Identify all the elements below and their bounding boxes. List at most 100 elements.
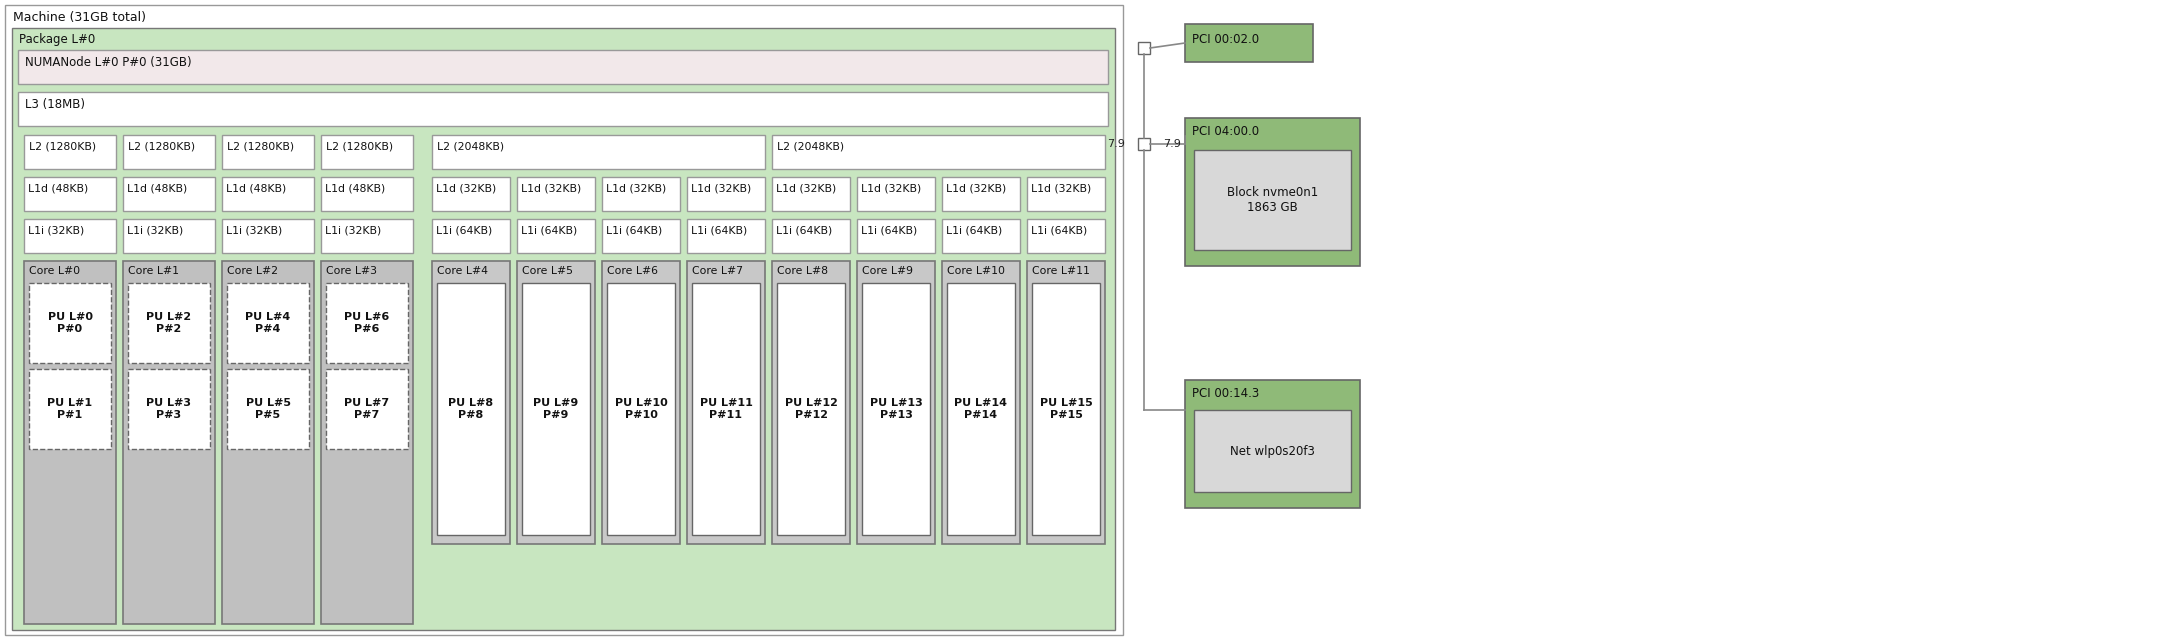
Text: Core L#11: Core L#11 bbox=[1033, 266, 1089, 276]
Text: L2 (2048KB): L2 (2048KB) bbox=[437, 141, 504, 151]
Text: L1i (32KB): L1i (32KB) bbox=[127, 225, 183, 235]
Text: NUMANode L#0 P#0 (31GB): NUMANode L#0 P#0 (31GB) bbox=[24, 56, 192, 69]
Bar bbox=[223, 135, 314, 169]
Text: L1d (32KB): L1d (32KB) bbox=[692, 183, 751, 193]
Text: L1d (32KB): L1d (32KB) bbox=[860, 183, 921, 193]
Text: Core L#5: Core L#5 bbox=[522, 266, 572, 276]
Bar bbox=[321, 261, 413, 624]
Bar bbox=[862, 283, 930, 535]
Text: Core L#2: Core L#2 bbox=[227, 266, 277, 276]
Bar bbox=[122, 177, 214, 211]
Bar bbox=[1033, 283, 1100, 535]
Bar bbox=[325, 369, 408, 449]
Text: PCI 04:00.0: PCI 04:00.0 bbox=[1192, 125, 1260, 138]
Bar bbox=[773, 135, 1105, 169]
Text: L1i (64KB): L1i (64KB) bbox=[860, 225, 917, 235]
Text: L1d (32KB): L1d (32KB) bbox=[607, 183, 666, 193]
Bar bbox=[223, 219, 314, 253]
Text: Core L#8: Core L#8 bbox=[777, 266, 827, 276]
Text: L1i (64KB): L1i (64KB) bbox=[1030, 225, 1087, 235]
Bar bbox=[223, 261, 314, 624]
Bar bbox=[432, 135, 764, 169]
Bar bbox=[1137, 42, 1150, 54]
Bar bbox=[321, 135, 413, 169]
Bar bbox=[129, 369, 210, 449]
Text: L1i (64KB): L1i (64KB) bbox=[437, 225, 491, 235]
Bar bbox=[1185, 118, 1360, 266]
Text: PU L#0
P#0: PU L#0 P#0 bbox=[48, 312, 92, 334]
Bar bbox=[1026, 261, 1105, 544]
Text: PU L#8
P#8: PU L#8 P#8 bbox=[448, 398, 493, 420]
Text: Core L#1: Core L#1 bbox=[129, 266, 179, 276]
Bar bbox=[603, 177, 679, 211]
Bar bbox=[4, 5, 1122, 635]
Bar bbox=[517, 219, 596, 253]
Text: 7.9: 7.9 bbox=[1164, 139, 1181, 149]
Text: L1i (32KB): L1i (32KB) bbox=[227, 225, 282, 235]
Text: L1i (64KB): L1i (64KB) bbox=[692, 225, 747, 235]
Text: PU L#12
P#12: PU L#12 P#12 bbox=[784, 398, 838, 420]
Bar bbox=[17, 92, 1109, 126]
Bar bbox=[24, 261, 116, 624]
Bar bbox=[24, 177, 116, 211]
Text: PU L#5
P#5: PU L#5 P#5 bbox=[244, 398, 290, 420]
Bar bbox=[943, 219, 1019, 253]
Text: L1d (32KB): L1d (32KB) bbox=[522, 183, 581, 193]
Bar bbox=[325, 283, 408, 363]
Text: Core L#3: Core L#3 bbox=[325, 266, 378, 276]
Bar bbox=[603, 261, 679, 544]
Bar bbox=[227, 283, 310, 363]
Text: L1d (48KB): L1d (48KB) bbox=[325, 183, 384, 193]
Text: Core L#9: Core L#9 bbox=[862, 266, 912, 276]
Text: PU L#4
P#4: PU L#4 P#4 bbox=[244, 312, 290, 334]
Bar bbox=[517, 177, 596, 211]
Text: L2 (1280KB): L2 (1280KB) bbox=[227, 141, 295, 151]
Text: L1d (48KB): L1d (48KB) bbox=[28, 183, 87, 193]
Bar bbox=[607, 283, 675, 535]
Text: L1i (64KB): L1i (64KB) bbox=[945, 225, 1002, 235]
Text: PU L#11
P#11: PU L#11 P#11 bbox=[699, 398, 753, 420]
Text: PU L#9
P#9: PU L#9 P#9 bbox=[533, 398, 578, 420]
Bar bbox=[603, 219, 679, 253]
Bar bbox=[517, 261, 596, 544]
Bar bbox=[11, 28, 1116, 630]
Text: Core L#0: Core L#0 bbox=[28, 266, 81, 276]
Text: Core L#6: Core L#6 bbox=[607, 266, 657, 276]
Text: PU L#7
P#7: PU L#7 P#7 bbox=[345, 398, 389, 420]
Text: PU L#14
P#14: PU L#14 P#14 bbox=[954, 398, 1009, 420]
Bar bbox=[432, 177, 511, 211]
Bar bbox=[24, 135, 116, 169]
Bar bbox=[1194, 410, 1351, 492]
Text: L1i (32KB): L1i (32KB) bbox=[28, 225, 85, 235]
Text: L1d (32KB): L1d (32KB) bbox=[437, 183, 496, 193]
Text: Core L#4: Core L#4 bbox=[437, 266, 489, 276]
Bar bbox=[943, 177, 1019, 211]
Bar bbox=[122, 261, 214, 624]
Bar bbox=[858, 261, 934, 544]
Bar bbox=[773, 219, 849, 253]
Bar bbox=[227, 369, 310, 449]
Text: L2 (2048KB): L2 (2048KB) bbox=[777, 141, 845, 151]
Bar bbox=[17, 50, 1109, 84]
Bar bbox=[432, 219, 511, 253]
Bar bbox=[943, 261, 1019, 544]
Text: PU L#2
P#2: PU L#2 P#2 bbox=[146, 312, 192, 334]
Bar bbox=[24, 219, 116, 253]
Text: L1d (32KB): L1d (32KB) bbox=[1030, 183, 1092, 193]
Bar bbox=[688, 177, 764, 211]
Text: PU L#6
P#6: PU L#6 P#6 bbox=[345, 312, 389, 334]
Text: L2 (1280KB): L2 (1280KB) bbox=[325, 141, 393, 151]
Text: L1i (64KB): L1i (64KB) bbox=[522, 225, 576, 235]
Text: L2 (1280KB): L2 (1280KB) bbox=[129, 141, 194, 151]
Text: PU L#10
P#10: PU L#10 P#10 bbox=[616, 398, 668, 420]
Bar bbox=[1194, 150, 1351, 250]
Text: L1d (32KB): L1d (32KB) bbox=[775, 183, 836, 193]
Text: Block nvme0n1
1863 GB: Block nvme0n1 1863 GB bbox=[1227, 186, 1319, 214]
Text: L1i (32KB): L1i (32KB) bbox=[325, 225, 382, 235]
Bar bbox=[777, 283, 845, 535]
Bar bbox=[858, 219, 934, 253]
Bar bbox=[1185, 380, 1360, 508]
Text: L1d (32KB): L1d (32KB) bbox=[945, 183, 1006, 193]
Bar bbox=[688, 219, 764, 253]
Bar bbox=[28, 369, 111, 449]
